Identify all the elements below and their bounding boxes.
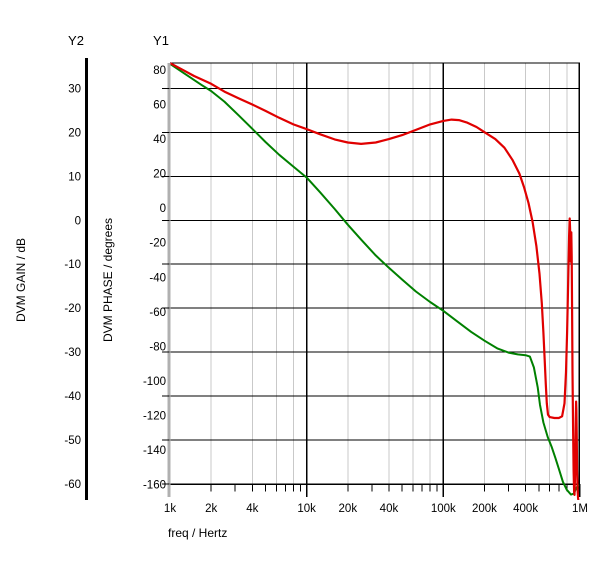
- x-tick-label: 2k: [205, 503, 217, 515]
- y1-axis-title: DVM PHASE / degrees: [101, 217, 115, 343]
- y1-tick-label: -120: [143, 410, 166, 422]
- y2-axis-header: Y2: [68, 33, 84, 48]
- y1-tick-labels: 80 60 40 20 0 -20 -40 -60 -80 -100 -120 -140 -160: [143, 65, 166, 492]
- x-tick-marks: [167, 484, 581, 497]
- y2-tick-label: -60: [64, 479, 81, 491]
- y2-tick-label: -20: [64, 303, 81, 315]
- x-tick-label: 400k: [513, 503, 538, 515]
- y1-tick-label: 60: [153, 100, 166, 112]
- x-tick-labels: 1k 2k 4k 10k 20k 40k 100k 200k 400k 1M: [164, 503, 588, 515]
- y2-tick-label: 10: [68, 171, 81, 183]
- y1-tick-label: -160: [143, 480, 166, 492]
- y-left-tick-marks: [162, 87, 170, 485]
- y1-tick-label: -20: [149, 238, 166, 250]
- x-tick-label: 200k: [472, 503, 497, 515]
- x-tick-label: 4k: [246, 503, 258, 515]
- x-tick-label: 1M: [572, 503, 588, 515]
- plot-border: [170, 62, 581, 497]
- curves: [170, 62, 580, 500]
- x-tick-label: 20k: [339, 503, 358, 515]
- y1-tick-label: -140: [143, 445, 166, 457]
- y2-tick-label: -50: [64, 435, 81, 447]
- y2-tick-label: 20: [68, 127, 81, 139]
- vertical-gridlines: [210, 63, 568, 485]
- y2-tick-label: -30: [64, 347, 81, 359]
- y1-tick-label: 20: [153, 169, 166, 181]
- y1-tick-label: -100: [143, 376, 166, 388]
- x-tick-label: 40k: [380, 503, 399, 515]
- y2-axis-title: DVM GAIN / dB: [14, 237, 28, 323]
- y1-tick-label: -60: [149, 307, 166, 319]
- x-tick-label: 10k: [297, 503, 316, 515]
- y1-tick-label: 0: [160, 203, 166, 215]
- phase-curve: [170, 62, 580, 500]
- y1-tick-label: -40: [149, 272, 166, 284]
- y1-axis-header: Y1: [153, 33, 169, 48]
- y2-tick-label: 30: [68, 83, 81, 95]
- axis-bars: [85, 58, 171, 500]
- y1-tick-label: 40: [153, 134, 166, 146]
- x-tick-label: 1k: [164, 503, 176, 515]
- x-axis-title: freq / Hertz: [168, 526, 228, 540]
- gain-curve: [170, 62, 580, 496]
- y1-tick-label: 80: [153, 65, 166, 77]
- y2-tick-label: 0: [75, 215, 81, 227]
- y2-tick-label: -40: [64, 391, 81, 403]
- y2-tick-labels: 30 20 10 0 -10 -20 -30 -40 -50 -60: [64, 83, 81, 491]
- y1-tick-label: -80: [149, 341, 166, 353]
- y2-tick-label: -10: [64, 259, 81, 271]
- horizontal-gridlines: [170, 87, 580, 485]
- x-tick-label: 100k: [431, 503, 456, 515]
